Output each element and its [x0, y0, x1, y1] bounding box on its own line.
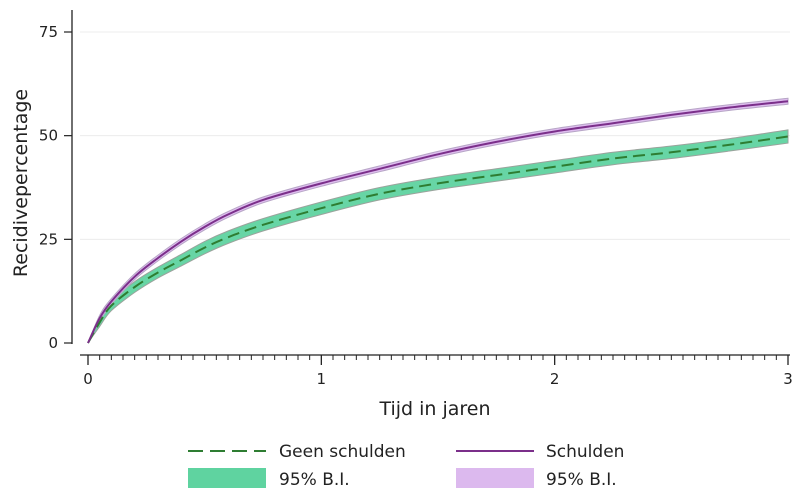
series-lines	[87, 100, 789, 344]
x-tick-label: 2	[550, 370, 560, 388]
series-line-geen-schulden	[87, 135, 789, 344]
legend: Geen schulden Schulden 95% B.I. 95% B.I.	[188, 442, 624, 490]
legend-swatch-ci-geen-schulden	[188, 468, 266, 488]
y-tick-label: 0	[48, 334, 58, 352]
y-ticks: 0 25 50 75	[39, 23, 72, 352]
x-ticks: 0 1 2 3	[83, 355, 793, 388]
confidence-bands	[87, 97, 789, 344]
x-axis-title: Tijd in jaren	[378, 398, 490, 420]
grid	[80, 31, 790, 240]
x-tick-label: 1	[317, 370, 327, 388]
legend-label-ci-geen-schulden: 95% B.I.	[279, 470, 350, 490]
legend-label-schulden: Schulden	[546, 442, 624, 462]
ci-band-schulden	[87, 97, 789, 344]
x-tick-label: 0	[83, 370, 93, 388]
series-line-schulden	[87, 100, 789, 344]
y-tick-label: 75	[39, 23, 58, 41]
y-tick-label: 25	[39, 230, 58, 248]
legend-label-geen-schulden: Geen schulden	[279, 442, 406, 462]
y-tick-label: 50	[39, 127, 58, 145]
legend-swatch-ci-schulden	[456, 468, 534, 488]
y-axis-title: Recidivepercentage	[10, 89, 32, 277]
legend-label-ci-schulden: 95% B.I.	[546, 470, 617, 490]
x-tick-label: 3	[783, 370, 793, 388]
